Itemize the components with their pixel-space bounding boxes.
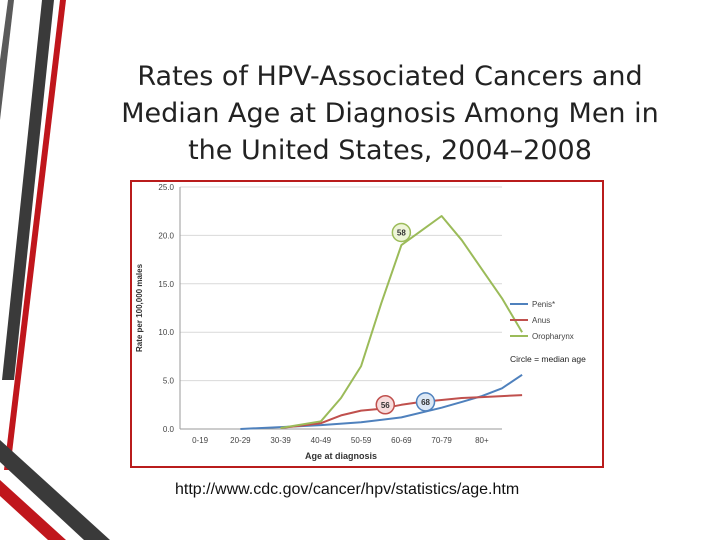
slide-title-line-1: Rates of HPV-Associated Cancers and	[137, 61, 643, 92]
legend-label: Oropharynx	[532, 332, 574, 341]
series-line-2	[280, 215, 523, 429]
decor-stripe-left	[0, 0, 14, 120]
decor-stripe-red	[4, 0, 66, 470]
legend-label: Anus	[532, 316, 550, 325]
series-line-1	[280, 394, 523, 429]
median-circle	[415, 392, 436, 412]
legend-note: Circle = median age	[510, 354, 586, 364]
decor-corner-dark	[0, 440, 110, 540]
x-tick-label: 30-39	[270, 436, 291, 445]
decor-stripe-dark	[2, 0, 54, 380]
median-circle	[391, 222, 412, 243]
y-tick-label: 20.0	[158, 231, 174, 240]
x-tick-label: 70-79	[431, 436, 452, 445]
slide-title: Rates of HPV-Associated Cancers and Medi…	[95, 58, 685, 169]
y-tick-label: 15.0	[158, 280, 174, 289]
source-link[interactable]: http://www.cdc.gov/cancer/hpv/statistics…	[175, 481, 520, 498]
median-label: 58	[397, 228, 406, 237]
x-tick-label: 80+	[475, 436, 489, 445]
chart-image-frame: 0.0 5.0 10.0 15.0 20.0 25.0 0-19 20-29 30-39 40-4…	[130, 180, 604, 468]
median-circle	[375, 395, 396, 415]
slide-title-line-3: the United States, 2004–2008	[188, 135, 592, 166]
median-label: 68	[421, 398, 430, 407]
y-tick-label: 25.0	[158, 183, 174, 192]
y-axis-title: Rate per 100,000 males	[135, 263, 144, 352]
slide-title-line-2: Median Age at Diagnosis Among Men in	[121, 98, 659, 129]
median-label: 56	[381, 401, 390, 410]
x-tick-label: 20-29	[230, 436, 251, 445]
chart: 0.0 5.0 10.0 15.0 20.0 25.0 0-19 20-29 30-39 40-4…	[135, 183, 586, 461]
x-axis-title: Age at diagnosis	[305, 451, 377, 461]
decor-corner-red	[0, 480, 66, 540]
y-tick-label: 10.0	[158, 328, 174, 337]
x-tick-label: 0-19	[192, 436, 209, 445]
x-tick-label: 50-59	[351, 436, 372, 445]
x-tick-label: 60-69	[391, 436, 412, 445]
y-tick-label: 0.0	[163, 425, 175, 434]
y-tick-label: 5.0	[163, 377, 175, 386]
x-tick-label: 40-49	[311, 436, 332, 445]
legend-label: Penis*	[532, 300, 555, 309]
